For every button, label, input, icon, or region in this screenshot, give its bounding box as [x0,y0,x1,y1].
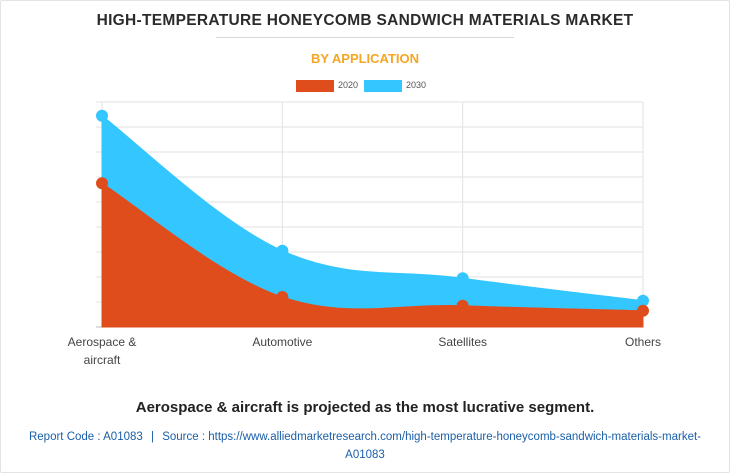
point-2030-1[interactable] [96,109,108,122]
area-series-2020 [101,182,644,328]
point-2020-3[interactable] [456,299,469,312]
series-points [96,109,649,317]
point-2020-4[interactable] [637,304,649,317]
source-link[interactable]: Source : https://www.alliedmarketresearc… [162,431,701,461]
title-divider [216,37,514,38]
report-code: Report Code : A01083 [28,431,143,443]
legend-swatch-2030 [364,80,402,92]
x-tick-label: Satellites [438,335,487,349]
source-line: Report Code : A01083 | Source : https://… [10,428,720,464]
x-axis-tick-labels: Aerospace & aircraft Automotive Satellites O… [68,335,661,367]
chart-subtitle: BY APPLICATION [310,51,420,66]
point-2020-2[interactable] [276,291,289,303]
legend-swatch-2020 [296,80,334,92]
point-2020-1[interactable] [96,177,108,190]
source-separator: | [151,431,154,443]
x-tick-label: Aerospace & aircraft [68,335,137,367]
legend: 2020 2030 [0,79,730,93]
area-series-2030 [101,114,644,328]
x-tick-label: Others [625,335,661,349]
series-areas [101,114,644,328]
chart-title: HIGH-TEMPERATURE HONEYCOMB SANDWICH MATE… [96,12,634,29]
legend-label-2020: 2020 [338,80,359,90]
point-2030-2[interactable] [276,244,289,257]
chart-caption: Aerospace & aircraft is projected as the… [135,399,595,416]
x-tick-label: Automotive [252,335,312,349]
point-2030-4[interactable] [637,294,649,307]
legend-label-2030: 2030 [406,80,427,90]
point-2030-3[interactable] [456,272,469,285]
